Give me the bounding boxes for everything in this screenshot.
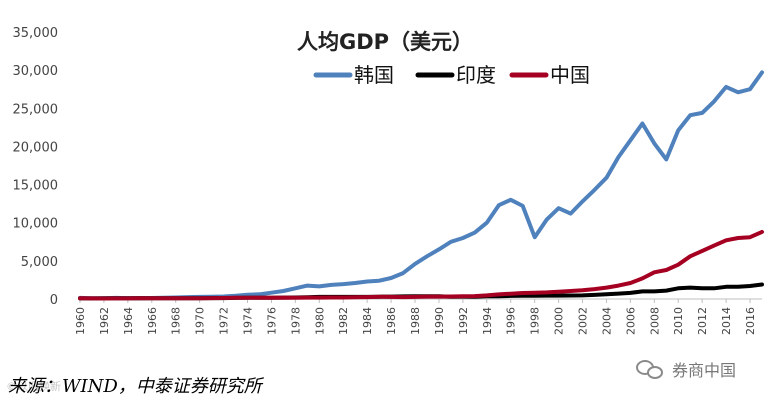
- series-line: [78, 229, 764, 301]
- x-tick-label: 1972: [218, 307, 231, 335]
- faint-watermark: ©以旧换新: [6, 380, 61, 393]
- legend-label: 韩国: [354, 63, 394, 87]
- x-tick-label: 1992: [457, 307, 470, 335]
- y-tick-label: 0: [50, 293, 58, 308]
- y-tick-label: 10,000: [13, 217, 59, 232]
- x-tick-label: 2016: [744, 307, 757, 335]
- x-tick-label: 1970: [194, 307, 207, 335]
- series-line: [78, 70, 764, 301]
- x-tick-label: 2014: [720, 307, 733, 335]
- x-tick-label: 2000: [553, 307, 566, 335]
- y-tick-label: 15,000: [13, 179, 59, 194]
- x-tick-label: 1968: [170, 307, 183, 335]
- wechat-watermark: 券商中国: [636, 357, 736, 381]
- chart-title: 人均GDP（美元）: [297, 30, 473, 54]
- x-tick-label: 1998: [529, 307, 542, 335]
- x-tick-label: 2002: [577, 307, 590, 335]
- x-tick-label: 1964: [122, 307, 135, 335]
- x-tick-label: 1978: [289, 307, 302, 335]
- x-tick-label: 2008: [648, 307, 661, 335]
- x-tick-label: 1962: [98, 307, 111, 335]
- x-tick-label: 1994: [481, 307, 494, 335]
- legend-label: 中国: [550, 63, 590, 87]
- y-tick-label: 30,000: [13, 64, 59, 79]
- x-tick-label: 1986: [385, 307, 398, 335]
- x-tick-label: 1966: [146, 307, 159, 335]
- y-tick-label: 25,000: [13, 102, 59, 117]
- x-tick-label: 2006: [624, 307, 637, 335]
- y-tick-label: 35,000: [13, 26, 59, 41]
- y-tick-label: 20,000: [13, 140, 59, 155]
- wechat-icon: [636, 358, 666, 380]
- legend-label: 印度: [456, 63, 496, 87]
- x-tick-label: 1996: [505, 307, 518, 335]
- x-tick-label: 2012: [696, 307, 709, 335]
- x-tick-label: 2004: [600, 307, 613, 335]
- y-tick-label: 5,000: [21, 255, 58, 270]
- x-tick-label: 1974: [242, 307, 255, 335]
- line-chart: 0 5,000 10,000 15,000 20,000 25,000 30,000 35,0…: [13, 26, 764, 335]
- x-tick-label: 1960: [74, 307, 87, 335]
- x-tick-label: 1982: [337, 307, 350, 335]
- x-tick-label: 1984: [361, 307, 374, 335]
- x-tick-label: 2010: [672, 307, 685, 335]
- x-tick-label: 1988: [409, 307, 422, 335]
- x-tick-label: 1980: [313, 307, 326, 335]
- x-tick-label: 1976: [265, 307, 278, 335]
- watermark-text: 券商中国: [672, 361, 737, 380]
- x-tick-label: 1990: [433, 307, 446, 335]
- source-note: 来源：WIND，中泰证券研究所: [8, 376, 262, 397]
